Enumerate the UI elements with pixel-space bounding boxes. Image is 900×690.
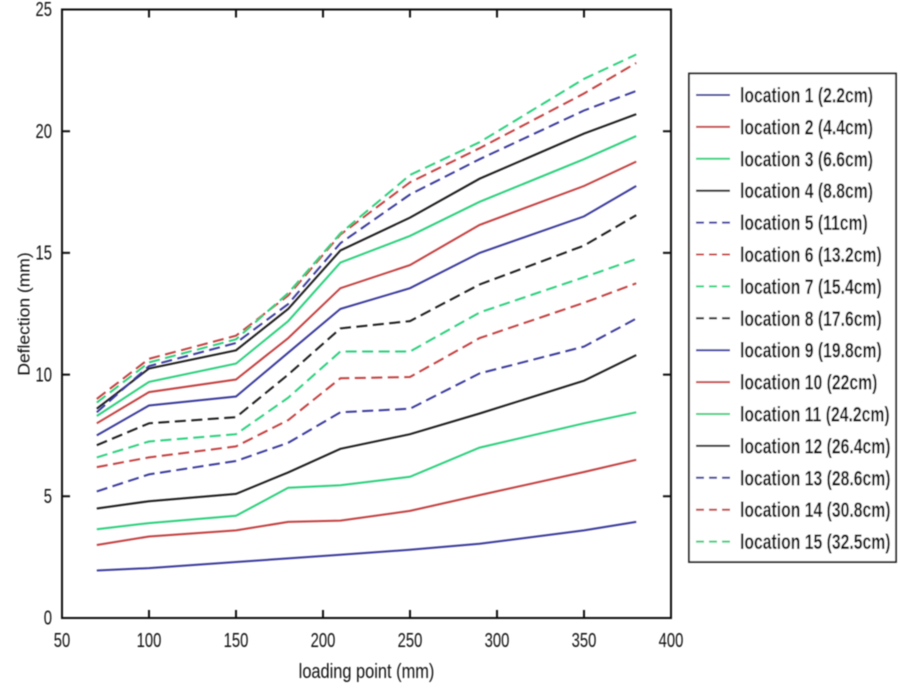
svg-text:location 7 (15.4cm): location 7 (15.4cm) [740, 275, 882, 299]
svg-text:10: 10 [36, 363, 53, 386]
svg-text:location 3 (6.6cm): location 3 (6.6cm) [740, 147, 873, 171]
svg-text:25: 25 [36, 0, 53, 21]
svg-text:location 11 (24.2cm): location 11 (24.2cm) [740, 402, 890, 426]
svg-text:100: 100 [137, 629, 162, 652]
svg-text:location 12 (26.4cm): location 12 (26.4cm) [740, 434, 890, 458]
svg-text:15: 15 [36, 241, 53, 264]
svg-text:loading point (mm): loading point (mm) [299, 659, 435, 682]
svg-text:location 8 (17.6cm): location 8 (17.6cm) [740, 307, 882, 331]
svg-text:location 4 (8.8cm): location 4 (8.8cm) [740, 179, 873, 203]
svg-text:50: 50 [54, 629, 71, 652]
svg-text:250: 250 [398, 629, 423, 652]
svg-text:location 1 (2.2cm): location 1 (2.2cm) [740, 83, 873, 107]
svg-text:350: 350 [572, 629, 597, 652]
svg-text:location 9 (19.8cm): location 9 (19.8cm) [740, 338, 882, 362]
svg-text:400: 400 [659, 629, 684, 652]
svg-text:200: 200 [311, 629, 336, 652]
svg-text:location 2 (4.4cm): location 2 (4.4cm) [740, 115, 873, 139]
svg-text:location 5 (11cm): location 5 (11cm) [740, 211, 868, 235]
svg-text:5: 5 [44, 485, 52, 508]
svg-text:location 6 (13.2cm): location 6 (13.2cm) [740, 243, 882, 267]
svg-text:location 14 (30.8cm): location 14 (30.8cm) [740, 498, 890, 522]
svg-text:location 13 (28.6cm): location 13 (28.6cm) [740, 466, 890, 490]
svg-text:150: 150 [224, 629, 249, 652]
svg-text:Deflection (mm): Deflection (mm) [15, 252, 34, 375]
svg-text:location 10 (22cm): location 10 (22cm) [740, 370, 877, 394]
svg-text:300: 300 [485, 629, 510, 652]
svg-text:location 15 (32.5cm): location 15 (32.5cm) [740, 530, 890, 554]
svg-text:20: 20 [36, 120, 53, 143]
svg-text:0: 0 [44, 607, 52, 630]
